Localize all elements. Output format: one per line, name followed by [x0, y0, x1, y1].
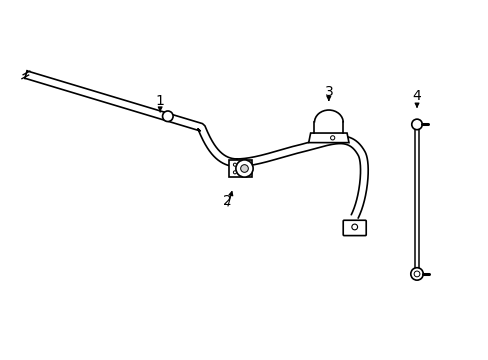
Text: 1: 1: [155, 94, 164, 108]
Circle shape: [351, 224, 357, 230]
FancyBboxPatch shape: [229, 160, 252, 177]
Text: 2: 2: [223, 194, 231, 208]
Text: 3: 3: [324, 85, 332, 99]
Circle shape: [233, 171, 236, 174]
Circle shape: [411, 119, 422, 130]
Text: 4: 4: [412, 89, 421, 103]
Circle shape: [235, 160, 253, 177]
Circle shape: [240, 165, 248, 172]
Polygon shape: [308, 133, 348, 143]
Circle shape: [233, 163, 236, 166]
Polygon shape: [25, 71, 367, 218]
Circle shape: [413, 271, 419, 277]
FancyBboxPatch shape: [343, 220, 366, 235]
Circle shape: [410, 268, 423, 280]
Polygon shape: [415, 125, 418, 274]
Circle shape: [162, 111, 173, 122]
Circle shape: [330, 136, 334, 140]
